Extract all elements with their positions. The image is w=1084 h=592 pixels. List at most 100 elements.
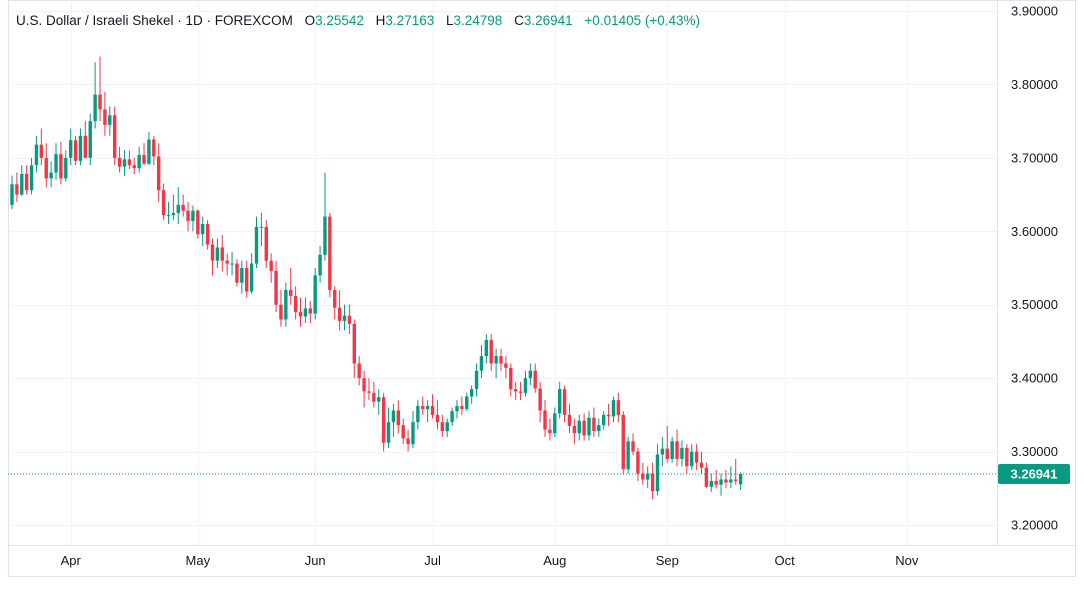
- candle-body: [39, 144, 44, 158]
- candle-body: [646, 473, 650, 480]
- price-axis-tick-label: 3.50000: [1011, 297, 1058, 312]
- price-axis-tick-label: 3.80000: [1011, 77, 1058, 92]
- candle-body: [254, 226, 259, 264]
- candle-body: [455, 406, 459, 412]
- candle-body: [523, 378, 528, 393]
- candle-body: [122, 159, 127, 167]
- candle-body: [259, 226, 264, 228]
- candle-body: [675, 441, 679, 459]
- time-axis-tick-label: Nov: [895, 553, 919, 568]
- candle-body: [230, 263, 234, 265]
- legend-open-label: O: [304, 13, 316, 28]
- price-axis-tick-label: 3.70000: [1011, 150, 1058, 165]
- candle-body: [650, 473, 655, 492]
- candle-body: [469, 389, 474, 397]
- candle-body: [460, 406, 464, 409]
- candle-body: [132, 165, 136, 169]
- price-axis-tick-label: 3.40000: [1011, 371, 1058, 386]
- candle-body: [137, 154, 141, 169]
- price-axis[interactable]: 3.90000 3.80000 3.70000 3.60000 3.50000 3.400…: [1011, 4, 1058, 533]
- candle-body: [112, 115, 117, 158]
- candle-body: [152, 139, 156, 157]
- candle-body: [577, 420, 581, 434]
- candle-body: [103, 109, 107, 125]
- candle-body: [421, 406, 425, 409]
- candle-body: [166, 215, 171, 217]
- candle-body: [709, 480, 713, 487]
- candle-body: [406, 438, 410, 445]
- candle-body: [73, 140, 78, 161]
- candle-body: [440, 422, 445, 432]
- candle-body: [225, 260, 229, 264]
- time-axis-tick-label: Aug: [543, 553, 566, 568]
- candle-body: [24, 174, 29, 191]
- candle-body: [538, 388, 542, 411]
- candle-body: [655, 454, 660, 492]
- candle-body: [191, 210, 195, 222]
- candle-body: [616, 400, 621, 415]
- time-axis-tick-label: Sep: [656, 553, 679, 568]
- candle-body: [29, 165, 34, 191]
- candle-body: [597, 425, 601, 432]
- candle-body: [391, 410, 396, 423]
- legend-low-value: 3.24798: [453, 13, 503, 28]
- candle-body: [357, 363, 361, 379]
- candle-body: [489, 339, 493, 364]
- candle-body: [670, 441, 674, 459]
- candle-body: [68, 140, 73, 158]
- candle-body: [572, 425, 577, 434]
- legend-high-value: 3.27163: [385, 13, 435, 28]
- candle-body: [274, 270, 278, 305]
- candle-body: [34, 144, 39, 166]
- candle-body: [367, 391, 371, 393]
- candle-body: [205, 223, 210, 245]
- candle-body: [201, 223, 205, 235]
- candle-body: [479, 356, 484, 371]
- candle-body: [484, 339, 489, 357]
- candle-body: [719, 479, 723, 485]
- legend-close-label: C: [514, 13, 524, 28]
- candle-body: [347, 315, 352, 324]
- candle-body: [465, 396, 469, 409]
- price-axis-tick-label: 3.90000: [1011, 4, 1058, 19]
- candle-body: [64, 157, 68, 179]
- candle-body: [694, 451, 699, 463]
- candle-body: [690, 451, 694, 467]
- candle-body: [20, 174, 24, 195]
- candle-body: [308, 308, 312, 314]
- candle-body: [181, 204, 185, 211]
- candle-body: [401, 425, 405, 439]
- time-axis-tick-label: Oct: [775, 553, 796, 568]
- candle-body: [513, 389, 518, 392]
- candle-body: [88, 121, 92, 158]
- candle-body: [499, 356, 503, 364]
- candle-body: [10, 184, 14, 205]
- candle-body: [176, 204, 180, 213]
- candle-body: [704, 467, 709, 487]
- time-axis[interactable]: Apr May Jun Jul Aug Sep Oct Nov: [61, 553, 919, 568]
- price-axis-tick-label: 3.30000: [1011, 444, 1058, 459]
- candle-body: [601, 414, 606, 426]
- candle-body: [293, 295, 298, 313]
- candle-body: [548, 429, 552, 434]
- candle-body: [636, 451, 640, 474]
- candle-body: [621, 414, 625, 470]
- candle-body: [557, 389, 562, 414]
- legend-title[interactable]: U.S. Dollar / Israeli Shekel · 1D · FORE…: [16, 13, 293, 28]
- price-axis-tick-label: 3.20000: [1011, 518, 1058, 533]
- candle-body: [284, 290, 288, 320]
- candle-body: [587, 417, 591, 436]
- candle-body: [352, 323, 356, 364]
- candle-body: [553, 413, 557, 434]
- time-axis-tick-label: Jun: [305, 553, 326, 568]
- candle-body: [582, 420, 586, 436]
- candle-body: [264, 226, 268, 261]
- candle-body: [362, 378, 366, 392]
- candle-body: [474, 370, 479, 390]
- candle-body: [729, 479, 733, 483]
- candle-body: [396, 410, 401, 426]
- candle-body: [313, 275, 317, 314]
